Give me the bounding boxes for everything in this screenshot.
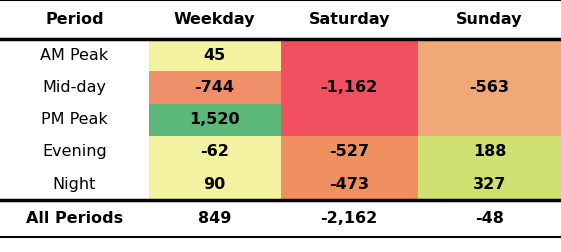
Text: -744: -744 bbox=[195, 80, 234, 95]
Bar bbox=[280, 136, 418, 168]
Text: All Periods: All Periods bbox=[26, 211, 123, 226]
Text: 188: 188 bbox=[473, 144, 506, 160]
Text: -473: -473 bbox=[329, 177, 369, 192]
Bar bbox=[149, 168, 280, 200]
Text: -62: -62 bbox=[200, 144, 229, 160]
Text: -527: -527 bbox=[329, 144, 369, 160]
Bar bbox=[418, 104, 561, 136]
Bar bbox=[280, 168, 418, 200]
Text: Mid-day: Mid-day bbox=[42, 80, 107, 95]
Text: Saturday: Saturday bbox=[309, 12, 390, 27]
Bar bbox=[280, 104, 418, 136]
Bar bbox=[149, 39, 280, 71]
Text: Evening: Evening bbox=[42, 144, 107, 160]
Bar bbox=[280, 39, 418, 71]
Bar bbox=[418, 71, 561, 104]
Bar bbox=[418, 136, 561, 168]
Text: Weekday: Weekday bbox=[174, 12, 255, 27]
Text: Night: Night bbox=[53, 177, 96, 192]
Text: -48: -48 bbox=[475, 211, 504, 226]
Text: -2,162: -2,162 bbox=[320, 211, 378, 226]
Text: AM Peak: AM Peak bbox=[40, 48, 108, 63]
Text: Sunday: Sunday bbox=[456, 12, 523, 27]
Text: 1,520: 1,520 bbox=[189, 112, 240, 127]
Text: 849: 849 bbox=[198, 211, 231, 226]
Text: Period: Period bbox=[45, 12, 104, 27]
Text: -1,162: -1,162 bbox=[320, 80, 378, 95]
Bar bbox=[280, 71, 418, 104]
Text: 90: 90 bbox=[204, 177, 226, 192]
Text: -563: -563 bbox=[470, 80, 509, 95]
Text: 327: 327 bbox=[473, 177, 506, 192]
Text: PM Peak: PM Peak bbox=[41, 112, 108, 127]
Bar bbox=[149, 136, 280, 168]
Bar bbox=[149, 104, 280, 136]
Text: 45: 45 bbox=[204, 48, 226, 63]
Bar bbox=[149, 71, 280, 104]
Bar bbox=[418, 39, 561, 71]
Bar bbox=[418, 168, 561, 200]
